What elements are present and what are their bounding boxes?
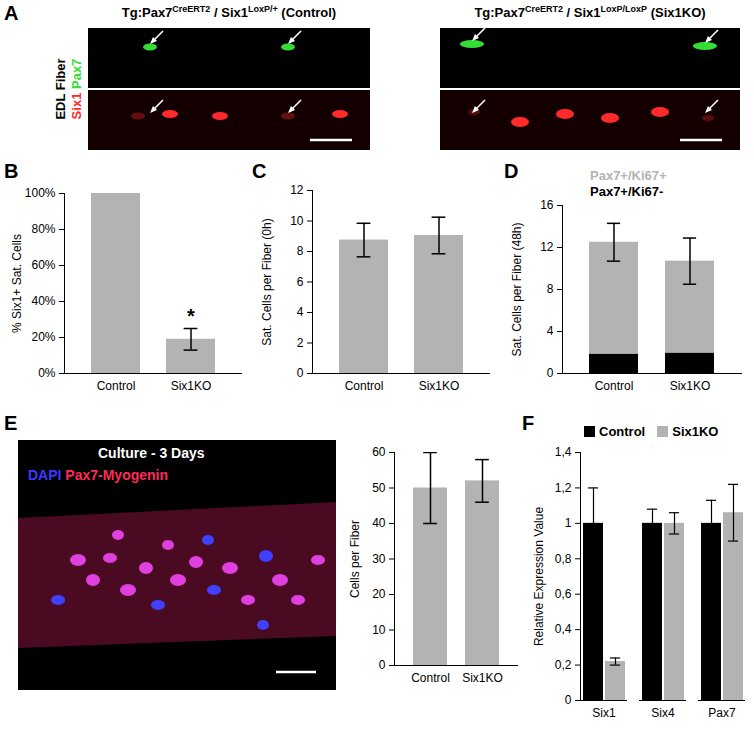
svg-text:Sat. Cells per Fiber (48h): Sat. Cells per Fiber (48h) [510, 222, 524, 356]
svg-text:Sat. Cells per Fiber (0h): Sat. Cells per Fiber (0h) [260, 218, 274, 345]
svg-text:Six1KO: Six1KO [670, 379, 711, 393]
svg-text:0,8: 0,8 [555, 552, 572, 566]
svg-text:0,2: 0,2 [555, 658, 572, 672]
svg-text:Relative Expression Value: Relative Expression Value [532, 507, 546, 647]
html-text:A: A [4, 2, 19, 24]
svg-text:Control: Control [595, 379, 634, 393]
svg-text:0,6: 0,6 [555, 587, 572, 601]
svg-text:4: 4 [547, 324, 554, 338]
svg-text:20%: 20% [31, 330, 55, 344]
svg-text:Six4: Six4 [651, 706, 675, 720]
html-text:C: C [252, 160, 267, 182]
svg-text:10: 10 [290, 214, 304, 228]
svg-text:50: 50 [372, 481, 386, 495]
svg-text:100%: 100% [25, 186, 56, 200]
svg-text:60%: 60% [31, 258, 55, 272]
svg-text:% Six1+ Sat. Cells: % Six1+ Sat. Cells [10, 234, 24, 333]
svg-text:30: 30 [372, 552, 386, 566]
svg-text:16: 16 [540, 198, 554, 212]
svg-text:4: 4 [297, 305, 304, 319]
svg-text:1: 1 [565, 516, 572, 530]
html-text:Pax7+/Ki67-: Pax7+/Ki67- [590, 184, 664, 199]
svg-text:0: 0 [379, 658, 386, 672]
html-text:E: E [4, 412, 18, 434]
html-text:Pax7+/Ki67+: Pax7+/Ki67+ [590, 168, 667, 183]
html-text:B: B [4, 160, 19, 182]
svg-text:12: 12 [540, 240, 554, 254]
svg-text:1,4: 1,4 [555, 445, 572, 459]
html-text:F: F [522, 412, 535, 434]
svg-text:0,4: 0,4 [555, 622, 572, 636]
svg-text:Pax7: Pax7 [708, 706, 736, 720]
svg-text:20: 20 [372, 587, 386, 601]
svg-text:*: * [187, 305, 195, 327]
svg-text:0: 0 [547, 366, 554, 380]
svg-text:0%: 0% [38, 366, 56, 380]
svg-text:80%: 80% [31, 222, 55, 236]
svg-text:Six1KO: Six1KO [419, 379, 460, 393]
svg-text:10: 10 [372, 623, 386, 637]
svg-text:Control: Control [411, 671, 450, 685]
html-text:Tg:Pax7CreERT2/ Six1LoxP/+(Con: Tg:Pax7CreERT2/ Six1LoxP/+(Control) [121, 3, 337, 20]
svg-text:0: 0 [565, 693, 572, 707]
html-text:Six1KO: Six1KO [672, 424, 719, 439]
html-text:EDL Fiber: EDL Fiber [53, 58, 68, 120]
svg-text:40%: 40% [31, 294, 55, 308]
svg-text:2: 2 [297, 336, 304, 350]
svg-text:8: 8 [547, 282, 554, 296]
html-text:Tg:Pax7CreERT2/ Six1LoxP/LoxP(: Tg:Pax7CreERT2/ Six1LoxP/LoxP(Six1KO) [474, 3, 706, 20]
svg-text:DAPI Pax7-Myogenin: DAPI Pax7-Myogenin [28, 467, 168, 483]
svg-text:12: 12 [290, 183, 304, 197]
html-text:D: D [504, 160, 519, 182]
svg-text:Six1KO: Six1KO [171, 379, 212, 393]
svg-text:1,2: 1,2 [555, 481, 572, 495]
svg-text:Six1KO: Six1KO [462, 671, 503, 685]
html-text:Control: Control [599, 424, 646, 439]
svg-text:Cells per Fiber: Cells per Fiber [348, 520, 362, 598]
html-text:Six1: Six1 [69, 92, 84, 120]
svg-text:60: 60 [372, 445, 386, 459]
svg-text:Culture - 3 Days: Culture - 3 Days [98, 445, 205, 461]
svg-text:8: 8 [297, 244, 304, 258]
svg-text:Control: Control [345, 379, 384, 393]
svg-text:6: 6 [297, 275, 304, 289]
svg-text:40: 40 [372, 516, 386, 530]
svg-text:Control: Control [97, 379, 136, 393]
svg-text:Six1: Six1 [592, 706, 616, 720]
svg-text:0: 0 [297, 366, 304, 380]
html-text:Pax7: Pax7 [69, 58, 84, 93]
